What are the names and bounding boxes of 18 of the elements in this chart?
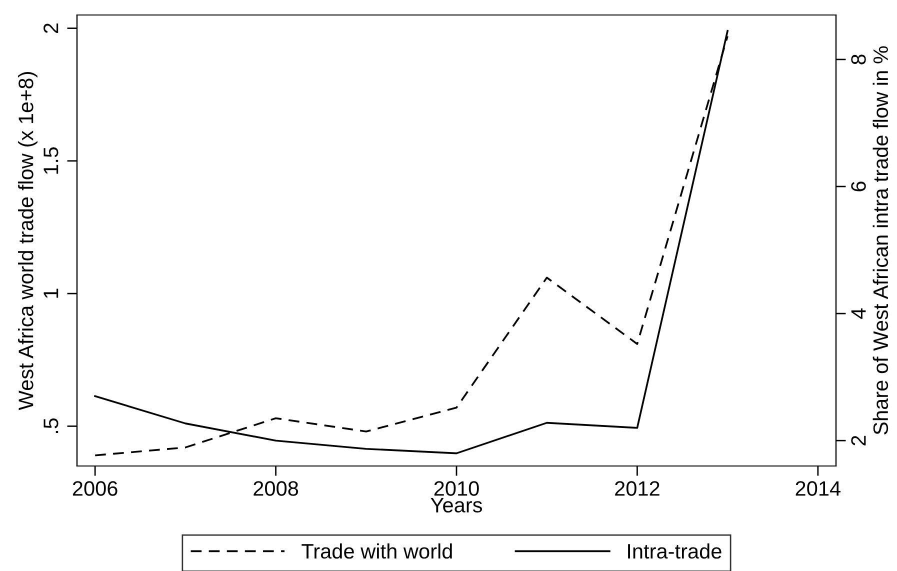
- legend-label: Trade with world: [302, 543, 452, 559]
- x-tick-label: 2010: [434, 481, 479, 496]
- x-axis-title: Years: [430, 498, 482, 513]
- y2-axis-title: Share of West African intra trade flow in %: [872, 46, 888, 434]
- legend-label: Intra-trade: [628, 543, 722, 559]
- x-tick-label: 2006: [72, 481, 118, 496]
- x-tick-label: 2014: [796, 481, 840, 496]
- y-tick-label: .5: [44, 418, 58, 433]
- y-tick-label: 1.5: [44, 147, 58, 174]
- x-tick-label: 2012: [615, 481, 660, 496]
- y2-tick-label: 4: [851, 308, 866, 319]
- y2-tick-label: 8: [851, 54, 866, 64]
- y2-tick-label: 2: [851, 436, 866, 446]
- y2-tick-label: 6: [851, 182, 866, 192]
- y-axis-title: West Africa world trade flow (x 1e+8): [18, 72, 38, 410]
- y-tick-label: 2: [44, 24, 58, 34]
- x-tick-label: 2008: [254, 481, 298, 496]
- y-tick-label: 1: [44, 288, 58, 298]
